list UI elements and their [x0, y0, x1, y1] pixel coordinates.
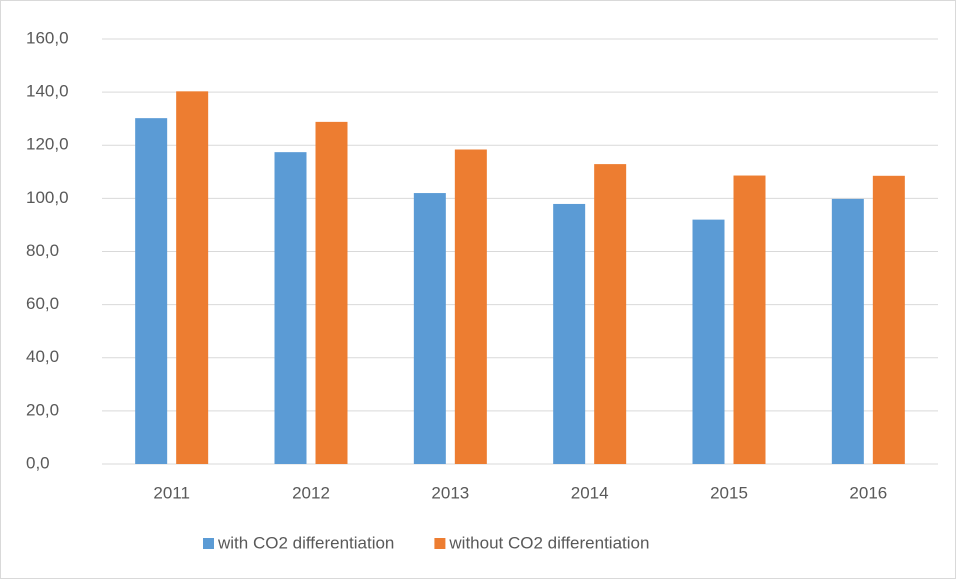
x-tick-label: 2013 [431, 483, 469, 502]
y-tick-label: 40,0 [26, 347, 59, 366]
bar [413, 193, 446, 464]
bar [872, 175, 905, 464]
legend-label: without CO2 differentiation [448, 533, 649, 552]
y-tick-label: 120,0 [26, 135, 69, 154]
y-tick-label: 140,0 [26, 82, 69, 101]
y-tick-label: 0,0 [26, 453, 50, 472]
y-tick-label: 100,0 [26, 188, 69, 207]
x-tick-label: 2016 [849, 483, 887, 502]
y-tick-label: 20,0 [26, 400, 59, 419]
legend-swatch [203, 538, 214, 549]
y-tick-label: 160,0 [26, 28, 69, 47]
x-tick-label: 2015 [710, 483, 748, 502]
bar [315, 121, 348, 464]
bar [831, 198, 864, 464]
legend-swatch [434, 538, 446, 549]
bar [454, 149, 487, 464]
bar [274, 152, 307, 464]
x-tick-label: 2014 [571, 483, 609, 502]
x-tick-label: 2012 [292, 483, 330, 502]
bar [176, 91, 209, 464]
bar [692, 219, 725, 464]
bar [594, 164, 627, 464]
legend-label: with CO2 differentiation [217, 533, 394, 552]
bar [553, 203, 586, 464]
y-tick-label: 80,0 [26, 241, 59, 260]
bar [135, 118, 168, 464]
bar [733, 175, 766, 464]
x-tick-label: 2011 [153, 483, 190, 502]
y-tick-label: 60,0 [26, 294, 59, 313]
